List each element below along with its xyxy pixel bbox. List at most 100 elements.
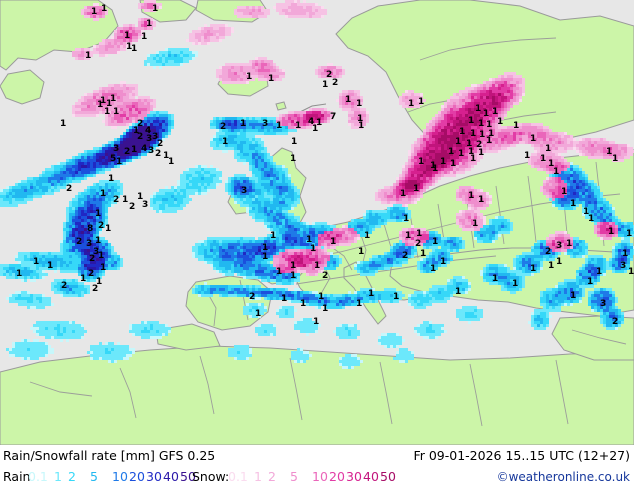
precip-value-label: 1	[306, 236, 312, 245]
snow-level-40: 40	[363, 470, 379, 484]
precip-value-label: 1	[85, 52, 91, 61]
rain-level-50: 50	[180, 470, 196, 484]
precip-value-label: 1	[276, 122, 282, 131]
precip-value-label: 2	[113, 196, 119, 205]
precip-value-label: 1	[290, 155, 296, 164]
precip-value-label: 1	[472, 220, 478, 229]
precip-value-label: 2	[76, 238, 82, 247]
rain-level-5: 5	[90, 470, 98, 484]
precip-value-label: 1	[418, 158, 424, 167]
precip-value-label: 1	[312, 125, 318, 134]
precip-value-label: 4	[308, 118, 314, 127]
precip-value-label: 1	[122, 196, 128, 205]
rain-level-40: 40	[163, 470, 179, 484]
precip-value-label: 1	[628, 268, 634, 277]
precip-value-label: 2	[137, 133, 143, 142]
precip-value-label: 7	[330, 113, 336, 122]
precip-value-label: 1	[322, 305, 328, 314]
precip-value-label: 1	[400, 190, 406, 199]
land-morocco	[155, 323, 221, 351]
precip-value-label: 1	[468, 148, 474, 157]
precip-value-label: 1	[466, 140, 472, 149]
snow-level-2: 2	[268, 470, 276, 484]
land-scandinavia	[335, 0, 634, 151]
precip-value-label: 1	[513, 122, 519, 131]
precip-value-label: 1	[413, 185, 419, 194]
precip-value-label: 1	[246, 73, 252, 82]
precip-value-label: 1	[357, 115, 363, 124]
precip-value-label: 1	[470, 155, 476, 164]
precip-value-label: 1	[408, 100, 414, 109]
rain-level-0.1: 0.1	[28, 470, 48, 484]
rain-level-20: 20	[129, 470, 145, 484]
precip-value-label: 1	[105, 225, 111, 234]
precip-value-label: 1	[478, 149, 484, 158]
rain-level-1: 1	[54, 470, 62, 484]
footer-row-legend: Rain 0.1 1 2 5 10 20 30 40 50 Snow: 0.1 1 2 5 10 20 30…	[0, 468, 634, 489]
precip-value-label: 1	[478, 120, 484, 129]
precip-value-label: 1	[430, 265, 436, 274]
precip-value-label: 1	[459, 128, 465, 137]
precip-value-label: 1	[626, 230, 632, 239]
precip-value-label: 3	[600, 300, 606, 309]
precip-value-label: 3	[148, 147, 154, 156]
precip-value-label: 1	[310, 245, 316, 254]
precip-value-label: 2	[88, 270, 94, 279]
precip-value-label: 1	[570, 200, 576, 209]
precip-value-label: 1	[124, 32, 130, 41]
precip-value-label: 1	[106, 100, 112, 109]
precip-value-label: 1	[131, 146, 137, 155]
precip-value-label: 1	[268, 75, 274, 84]
precip-value-label: 1	[290, 272, 296, 281]
copyright-notice[interactable]: ©weatheronline.co.uk	[497, 470, 630, 484]
precip-value-label: 1	[356, 100, 362, 109]
precip-value-label: 1	[100, 190, 106, 199]
precip-value-label: 1	[110, 95, 116, 104]
precip-value-label: 1	[152, 5, 158, 14]
precip-value-label: 1	[478, 196, 484, 205]
precip-value-label: 1	[113, 108, 119, 117]
snow-level-0.1: 0.1	[228, 470, 248, 484]
precip-value-label: 5	[110, 155, 116, 164]
precip-value-label: 1	[291, 138, 297, 147]
rain-level-2: 2	[68, 470, 76, 484]
precip-value-label: 1	[255, 310, 261, 319]
land-greenland-south	[0, 69, 45, 105]
precip-value-label: 1	[116, 158, 122, 167]
precip-value-label: 1	[95, 210, 101, 219]
precip-value-label: 1	[240, 120, 246, 129]
precip-value-label: 1	[313, 318, 319, 327]
precip-value-label: 1	[222, 138, 228, 147]
precip-value-label: 1	[100, 264, 106, 273]
precip-value-label: 1	[448, 148, 454, 157]
precip-value-label: 2	[545, 248, 551, 257]
precip-value-label: 1	[322, 81, 328, 90]
precip-value-label: 1	[553, 168, 559, 177]
precip-value-label: 2	[612, 318, 618, 327]
precip-value-label: 2	[332, 79, 338, 88]
precip-value-label: 1	[47, 262, 53, 271]
snow-level-10: 10	[312, 470, 328, 484]
precip-value-label: 1	[548, 262, 554, 271]
precip-value-label: 2	[66, 185, 72, 194]
precip-value-label: 1	[80, 275, 86, 284]
precip-value-label: 1	[405, 232, 411, 241]
precip-value-label: 1	[587, 278, 593, 287]
precip-value-label: 2	[326, 71, 332, 80]
precip-value-label: 2	[249, 293, 255, 302]
precip-value-label: 1	[455, 138, 461, 147]
precip-value-label: 1	[91, 8, 97, 17]
snow-legend-label: Snow:	[192, 470, 229, 484]
map-footer: Rain/Snowfall rate [mm] GFS 0.25 Fr 09-0…	[0, 445, 634, 490]
precip-value-label: 1	[622, 250, 628, 259]
precip-value-label: 1	[316, 119, 322, 128]
precip-value-label: 1	[393, 293, 399, 302]
precip-value-label: 1	[492, 108, 498, 117]
precip-value-label: 1	[358, 122, 364, 131]
precip-value-label: 1	[530, 265, 536, 274]
precip-value-label: 1	[512, 280, 518, 289]
precip-value-label: 1	[356, 300, 362, 309]
precip-value-label: 1	[95, 237, 101, 246]
